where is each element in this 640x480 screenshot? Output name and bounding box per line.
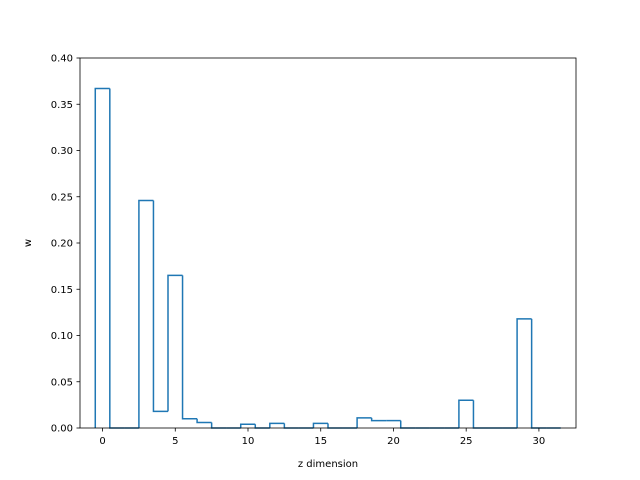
histogram-bin (181, 275, 198, 420)
histogram-bin (152, 200, 168, 413)
y-axis-ticks: 0.00 0.05 0.10 0.15 0.20 0.25 0.30 0.35 0.40 (51, 54, 80, 435)
x-axis-label: z dimension (298, 459, 358, 470)
x-tick-label: 25 (460, 436, 473, 447)
y-tick-label: 0.25 (51, 192, 73, 203)
histogram-bin (312, 422, 328, 428)
histogram-bin (167, 274, 183, 412)
x-tick-label: 5 (172, 436, 178, 447)
histogram-bin (458, 399, 474, 428)
x-tick-label: 10 (242, 436, 255, 447)
y-axis-label: w (23, 239, 34, 247)
histogram-bin (94, 87, 110, 428)
x-tick-label: 20 (387, 436, 400, 447)
x-axis-ticks: 0 5 10 15 20 25 30 (99, 428, 545, 447)
histogram-bin (138, 199, 154, 428)
histogram-bin (239, 423, 256, 428)
y-tick-label: 0.15 (51, 285, 73, 296)
histogram-bin (370, 417, 387, 422)
y-tick-label: 0.20 (51, 239, 73, 250)
y-tick-label: 0.30 (51, 146, 73, 157)
y-tick-label: 0.10 (51, 331, 73, 342)
y-tick-label: 0.00 (51, 424, 73, 435)
x-tick-label: 30 (533, 436, 546, 447)
histogram-bin (356, 417, 372, 428)
y-tick-label: 0.05 (51, 377, 73, 388)
y-tick-label: 0.40 (51, 54, 73, 65)
x-tick-label: 0 (99, 436, 105, 447)
histogram-bin (196, 418, 212, 424)
axes-frame (79, 57, 577, 429)
histogram-bin (269, 422, 285, 428)
histogram-bin (516, 318, 532, 428)
y-tick-label: 0.35 (51, 100, 73, 111)
x-tick-label: 15 (314, 436, 327, 447)
